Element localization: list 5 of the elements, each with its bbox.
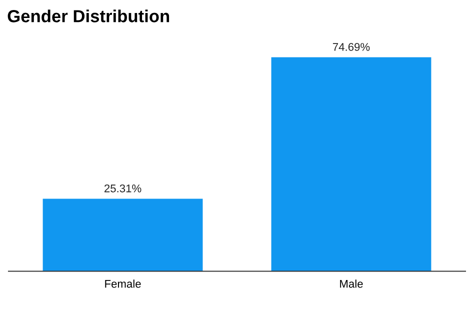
chart-title: Gender Distribution — [8, 10, 170, 22]
data-label: 74.69% — [332, 43, 370, 51]
x-tick-label: Male — [340, 280, 363, 288]
data-label: 25.31% — [104, 184, 142, 192]
x-tick-label: Female — [105, 280, 141, 288]
